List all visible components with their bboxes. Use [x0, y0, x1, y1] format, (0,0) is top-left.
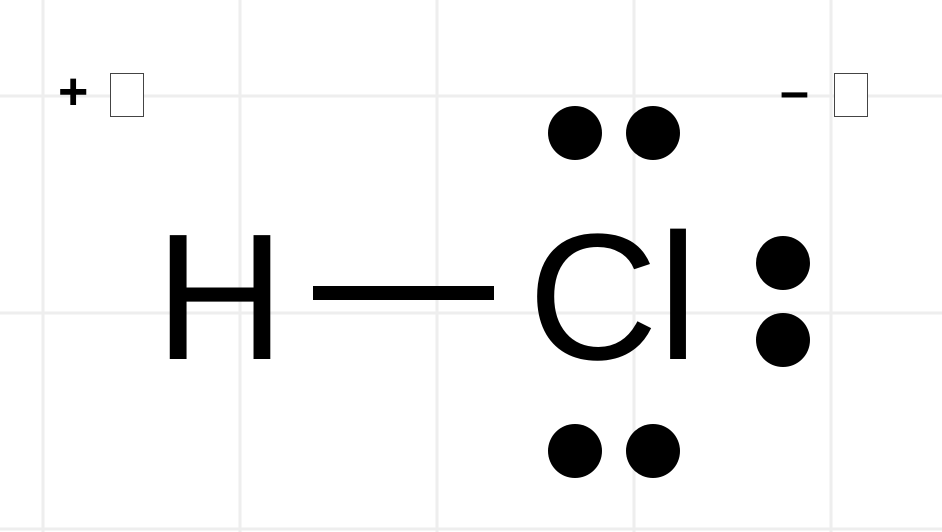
partial-charge-box-hydrogen	[110, 73, 144, 117]
atom-hydrogen: H	[155, 197, 285, 398]
partial-charge-minus: –	[780, 63, 809, 121]
partial-charge-box-chlorine	[834, 73, 868, 117]
atom-chlorine: Cl	[528, 197, 698, 398]
partial-charge-plus: +	[58, 63, 89, 121]
